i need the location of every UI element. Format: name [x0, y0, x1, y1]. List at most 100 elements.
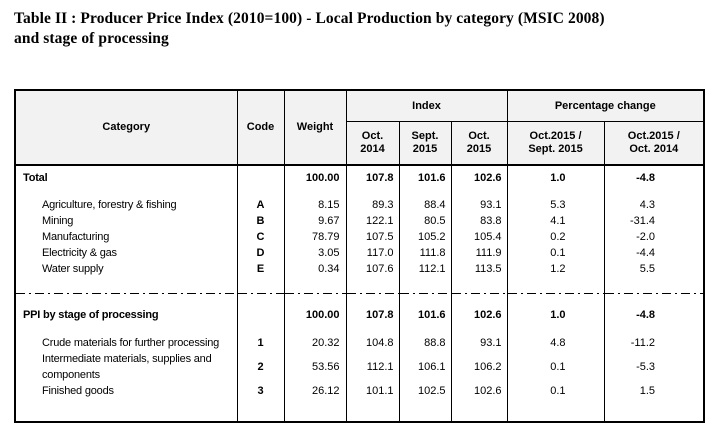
category-cell: Water supply: [15, 261, 238, 291]
pct-change-month-cell: 0.1: [507, 383, 605, 422]
section-divider-row: [15, 291, 705, 297]
section-divider-cell: [284, 291, 347, 297]
index-sept-2015-cell: 105.2: [399, 229, 452, 245]
weight-cell: 9.67: [284, 213, 347, 229]
ppi-table: Category Code Weight Index Percentage ch…: [14, 89, 706, 423]
table-row: Manufacturing C 78.79 107.5 105.2 105.4 0.2 -2.…: [15, 229, 705, 245]
weight-cell: 3.05: [284, 245, 347, 261]
index-oct-2014-cell: 107.8: [346, 165, 400, 189]
table-row: Crude materials for further processing 1 2…: [15, 327, 705, 351]
table-row: Agriculture, forestry & fishing A 8.15 89.3…: [15, 189, 705, 213]
header-category: Category: [15, 90, 238, 166]
code-cell: 2: [237, 351, 285, 383]
index-oct-2014-cell: 112.1: [346, 351, 400, 383]
header-index-oct-2014: Oct. 2014: [346, 121, 400, 166]
header-sub-row: Oct. 2014 Sept. 2015 Oct. 2015 Oct.2015 …: [15, 121, 705, 166]
weight-cell: 100.00: [284, 165, 347, 189]
category-cell: Manufacturing: [15, 229, 238, 245]
title-line-2: and stage of processing: [14, 30, 169, 47]
section-divider-cell: [507, 291, 605, 297]
index-oct-2014-cell: 107.8: [346, 297, 400, 327]
header-weight: Weight: [284, 90, 347, 166]
index-oct-2015-cell: 111.9: [451, 245, 508, 261]
pct-change-month-cell: 0.1: [507, 245, 605, 261]
code-cell: D: [237, 245, 285, 261]
weight-cell: 26.12: [284, 383, 347, 422]
header-pct-group: Percentage change: [507, 90, 705, 122]
pct-change-year-cell: -2.0: [604, 229, 705, 245]
index-oct-2015-cell: 93.1: [451, 189, 508, 213]
weight-cell: 20.32: [284, 327, 347, 351]
header-index-group: Index: [346, 90, 508, 122]
index-oct-2015-cell: 106.2: [451, 351, 508, 383]
index-oct-2015-cell: 102.6: [451, 297, 508, 327]
pct-change-year-cell: -4.8: [604, 297, 705, 327]
category-cell: Finished goods: [15, 383, 238, 422]
index-sept-2015-cell: 112.1: [399, 261, 452, 291]
category-cell: Agriculture, forestry & fishing: [15, 189, 238, 213]
weight-cell: 53.56: [284, 351, 347, 383]
category-cell: PPI by stage of processing: [15, 297, 238, 327]
index-oct-2014-cell: 89.3: [346, 189, 400, 213]
index-oct-2015-cell: 102.6: [451, 165, 508, 189]
section-divider-cell: [237, 291, 285, 297]
pct-change-year-cell: -5.3: [604, 351, 705, 383]
pct-change-month-cell: 0.1: [507, 351, 605, 383]
header-pct-oct2015-oct2014: Oct.2015 / Oct. 2014: [604, 121, 705, 166]
category-cell: Intermediate materials, supplies and com…: [15, 351, 238, 383]
pct-change-month-cell: 1.2: [507, 261, 605, 291]
table-row: Water supply E 0.34 107.6 112.1 113.5 1.2 5.5: [15, 261, 705, 291]
page: Table II : Producer Price Index (2010=10…: [0, 9, 715, 423]
header-code: Code: [237, 90, 285, 166]
weight-cell: 8.15: [284, 189, 347, 213]
table-row: Finished goods 3 26.12 101.1 102.5 102.6 0.1 1.…: [15, 383, 705, 422]
summary-row: PPI by stage of processing 100.00 107.8 101…: [15, 297, 705, 327]
summary-row: Total 100.00 107.8 101.6 102.6 1.0 -4.8: [15, 165, 705, 189]
pct-change-month-cell: 1.0: [507, 165, 605, 189]
code-cell: B: [237, 213, 285, 229]
index-sept-2015-cell: 88.8: [399, 327, 452, 351]
pct-change-year-cell: -11.2: [604, 327, 705, 351]
pct-change-month-cell: 5.3: [507, 189, 605, 213]
code-cell: C: [237, 229, 285, 245]
index-oct-2015-cell: 102.6: [451, 383, 508, 422]
category-cell: Total: [15, 165, 238, 189]
section-divider-cell: [604, 291, 705, 297]
category-cell: Crude materials for further processing: [15, 327, 238, 351]
section-divider-cell: [399, 291, 452, 297]
pct-change-year-cell: -4.8: [604, 165, 705, 189]
index-sept-2015-cell: 101.6: [399, 165, 452, 189]
index-sept-2015-cell: 102.5: [399, 383, 452, 422]
index-oct-2015-cell: 105.4: [451, 229, 508, 245]
index-sept-2015-cell: 106.1: [399, 351, 452, 383]
pct-change-year-cell: 1.5: [604, 383, 705, 422]
weight-cell: 78.79: [284, 229, 347, 245]
index-oct-2014-cell: 104.8: [346, 327, 400, 351]
table-row: Mining B 9.67 122.1 80.5 83.8 4.1 -31.4: [15, 213, 705, 229]
code-cell: [237, 297, 285, 327]
pct-change-year-cell: 4.3: [604, 189, 705, 213]
table-body: Total 100.00 107.8 101.6 102.6 1.0 -4.8 Agricul…: [15, 165, 705, 422]
title-line-1: Table II : Producer Price Index (2010=10…: [14, 10, 605, 27]
index-sept-2015-cell: 111.8: [399, 245, 452, 261]
header-index-sept-2015: Sept. 2015: [399, 121, 452, 166]
header-pct-oct2015-sept2015: Oct.2015 / Sept. 2015: [507, 121, 605, 166]
section-divider-cell: [451, 291, 508, 297]
table-row: Intermediate materials, supplies and com…: [15, 351, 705, 383]
section-divider-cell: [15, 291, 238, 297]
table-row: Electricity & gas D 3.05 117.0 111.8 111.9 0.1…: [15, 245, 705, 261]
index-oct-2014-cell: 107.6: [346, 261, 400, 291]
weight-cell: 0.34: [284, 261, 347, 291]
code-cell: E: [237, 261, 285, 291]
code-cell: A: [237, 189, 285, 213]
header-group-row: Category Code Weight Index Percentage ch…: [15, 90, 705, 166]
code-cell: 3: [237, 383, 285, 422]
index-oct-2014-cell: 101.1: [346, 383, 400, 422]
index-sept-2015-cell: 88.4: [399, 189, 452, 213]
code-cell: [237, 165, 285, 189]
pct-change-year-cell: -31.4: [604, 213, 705, 229]
category-cell: Electricity & gas: [15, 245, 238, 261]
table-header: Category Code Weight Index Percentage ch…: [15, 90, 705, 166]
index-oct-2014-cell: 122.1: [346, 213, 400, 229]
page-title: Table II : Producer Price Index (2010=10…: [14, 9, 715, 49]
